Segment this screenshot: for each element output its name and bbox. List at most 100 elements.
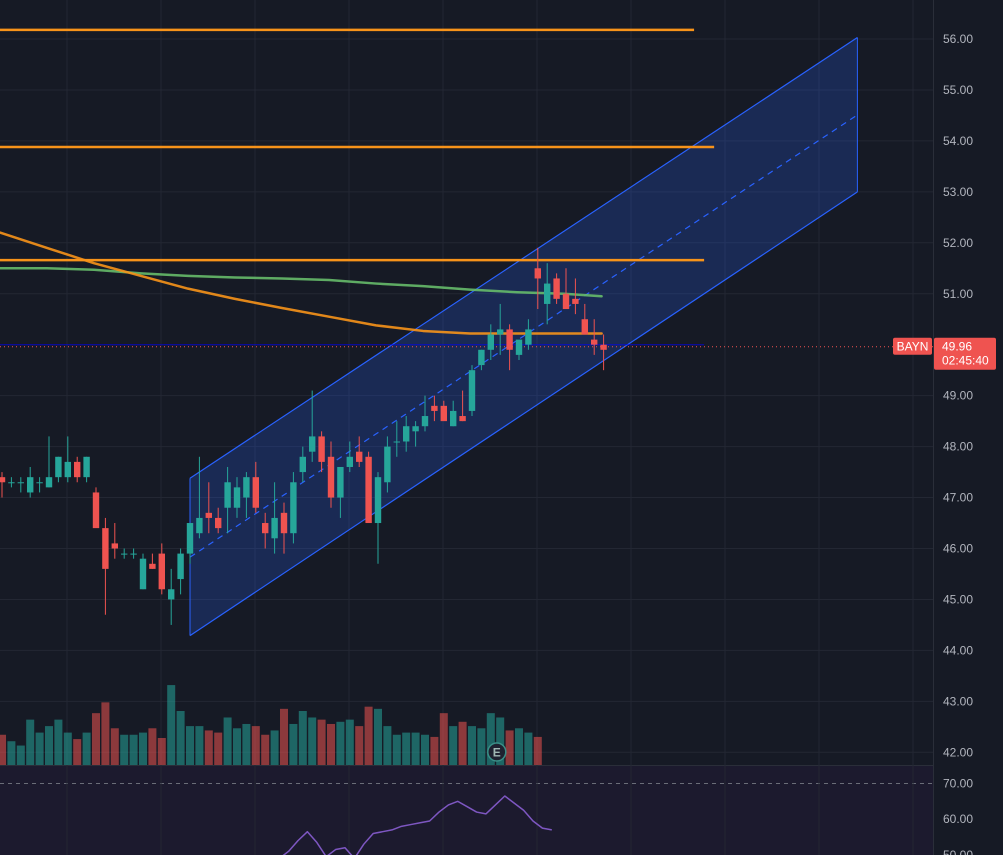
rsi-tick-label: 50.00 [943,848,973,855]
candle-body [562,293,570,310]
candle-body [459,416,466,422]
volume-bar [186,726,194,765]
candle [365,451,372,524]
rsi-line [282,795,552,855]
regression-channel[interactable] [189,36,858,637]
candle-body [421,416,429,427]
price-tick-label: 46.00 [943,542,973,556]
volume-bar [524,732,533,765]
candle [384,436,391,493]
candle [440,400,447,422]
volume-bar [101,702,110,765]
volume-bar [317,719,326,765]
volume-bar [449,726,458,765]
candle [280,502,288,554]
candle-body [393,441,400,443]
candle-body [224,482,231,508]
candle [83,456,90,483]
price-tick-label: 47.00 [943,491,973,505]
candle-body [450,410,457,427]
green-moving-average [0,267,603,298]
candle [74,456,81,483]
candle [45,436,53,488]
candle-body [478,349,485,366]
price-tick-label: 48.00 [943,440,973,454]
candle [243,472,250,518]
volume-bar [477,728,486,765]
candle [337,466,344,518]
candle-body [8,482,15,484]
candle [186,523,194,564]
candle-body [506,329,513,350]
candle [177,548,184,595]
candle [450,400,457,427]
candle-body [309,436,316,452]
candle-body [544,283,551,304]
candle-body [0,477,6,483]
candle-body [337,466,344,498]
volume-bar [110,728,119,765]
earnings-marker[interactable]: E [487,742,507,762]
volume-bars [0,685,542,765]
candle-body [374,477,382,524]
candle-body [412,426,419,432]
candle-body [130,553,137,555]
volume-bar [129,734,138,765]
volume-bar [392,734,401,765]
volume-bar [308,717,317,765]
candle [271,482,278,554]
volume-bar [26,719,35,765]
symbol-badge [893,337,932,355]
candle [158,543,165,595]
volume-bar [383,726,392,765]
volume-bar [430,736,439,765]
candle-body [74,461,81,478]
candle-body [45,477,53,488]
candle [572,278,579,315]
candle-body [168,589,175,600]
candle [196,456,203,539]
last-price-badge [934,337,996,370]
candle [55,456,62,483]
last-price-label: 49.96 [942,340,972,354]
volume-bar [0,734,6,765]
candle [252,461,259,513]
candle [591,319,598,355]
candle-body [64,461,71,478]
earnings-icon [487,742,507,762]
candle-body [196,517,203,534]
candle [111,523,118,559]
candle [553,273,560,304]
candle-body [27,477,34,493]
candle-body [365,456,372,524]
candle [8,477,15,488]
candle-body [233,487,241,508]
horizontal-levels[interactable] [0,28,933,348]
price-tick-label: 43.00 [943,694,973,708]
candle [121,548,128,559]
candle-body [553,278,560,299]
candle [262,512,269,549]
candle [0,472,6,498]
candle [478,349,485,371]
channel-lower-line [189,191,858,637]
candle-body [55,456,62,478]
volume-bar [468,726,476,765]
candle-body [346,456,353,467]
price-tick-label: 54.00 [943,134,973,148]
candle-body [205,512,212,518]
candle-body [384,446,391,483]
volume-bar [515,728,523,765]
channel-upper-line [189,36,858,479]
price-axis[interactable]: 56.00 55.00 54.00 53.00 52.00 51.00 49.00 48.00… [934,0,1003,855]
candle [403,416,410,452]
candle [92,487,100,529]
volume-bar [336,721,345,765]
candle [459,390,466,422]
volume-bar [233,728,241,765]
volume-bar [157,738,166,765]
candle [102,517,109,615]
candle-body [600,344,607,350]
